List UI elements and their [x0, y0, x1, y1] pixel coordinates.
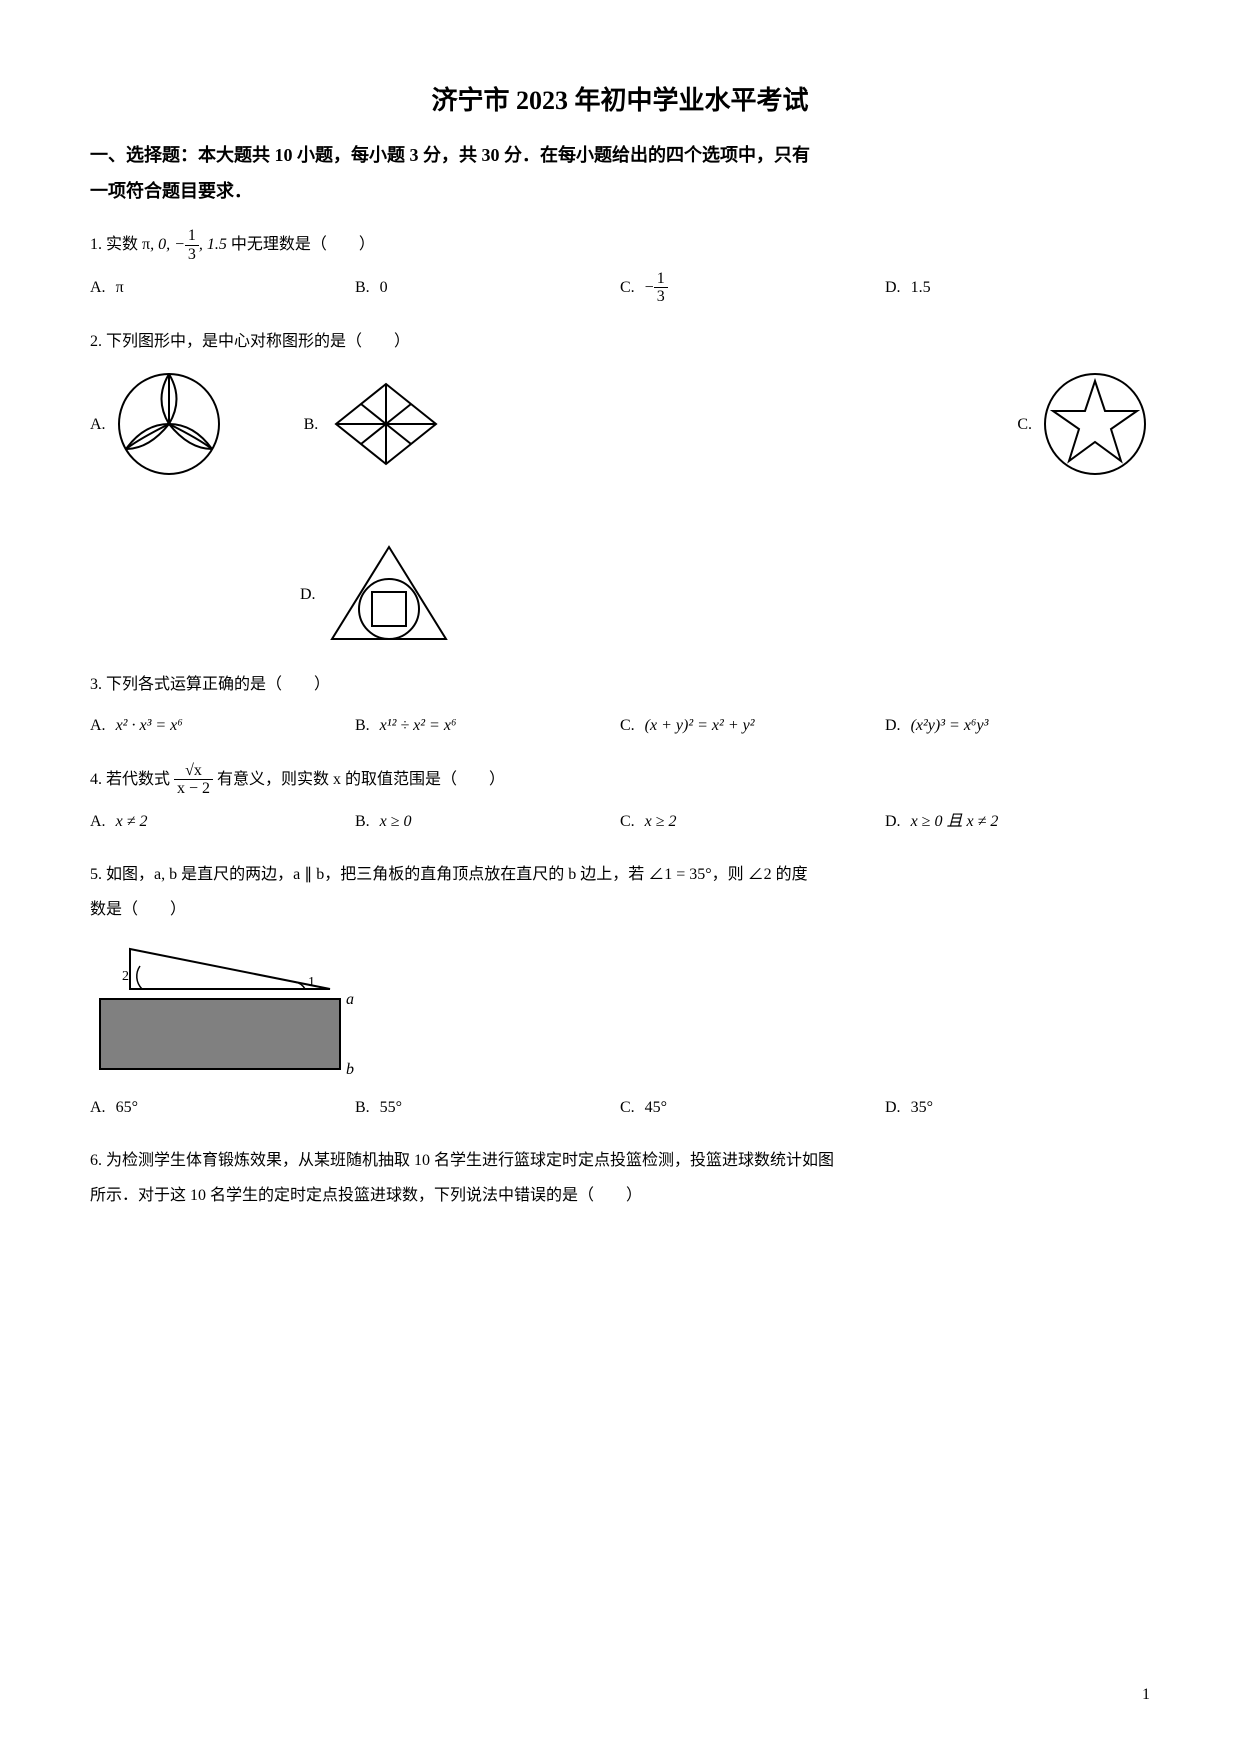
- q1-opt-d: D. 1.5: [885, 270, 1150, 306]
- question-6: 6. 为检测学生体育锻炼效果，从某班随机抽取 10 名学生进行篮球定时定点投篮检…: [90, 1143, 1150, 1213]
- page-number: 1: [1142, 1686, 1150, 1704]
- q4-suffix: 有意义，则实数 x 的取值范围是（ ）: [217, 771, 505, 788]
- question-3: 3. 下列各式运算正确的是（ ） A. x² · x³ = x⁶ B. x¹² …: [90, 667, 1150, 743]
- q1-opt-b: B. 0: [355, 270, 620, 306]
- question-4: 4. 若代数式 √xx − 2 有意义，则实数 x 的取值范围是（ ） A. x…: [90, 762, 1150, 840]
- q5-opt-a: A. 65°: [90, 1090, 355, 1125]
- q4-opt-b: B. x ≥ 0: [355, 804, 620, 839]
- q2-opt-a: A.: [90, 369, 224, 479]
- q3-opt-a: A. x² · x³ = x⁶: [90, 708, 355, 743]
- q5-line1: 5. 如图，a, b 是直尺的两边，a ∥ b，把三角板的直角顶点放在直尺的 b…: [90, 866, 808, 883]
- question-1: 1. 实数 π, 0, −13, 1.5 中无理数是（ ） A. π B. 0 …: [90, 227, 1150, 306]
- section-line1: 一、选择题：本大题共 10 小题，每小题 3 分，共 30 分．在每小题给出的四…: [90, 145, 810, 165]
- q2-opt-b: B.: [304, 374, 447, 474]
- page-title: 济宁市 2023 年初中学业水平考试: [90, 80, 1150, 117]
- q1-opt-c: C. −13: [620, 270, 885, 306]
- q2-figure-d: [324, 539, 454, 649]
- q5-angle-1: 1: [308, 975, 315, 990]
- q4-prefix: 4. 若代数式: [90, 771, 170, 788]
- q1-suffix: 中无理数是（ ）: [231, 236, 375, 253]
- question-2: 2. 下列图形中，是中心对称图形的是（ ） A. B.: [90, 324, 1150, 649]
- q5-figure: 1 2 a b: [90, 934, 1150, 1084]
- q2-figure-c: [1040, 369, 1150, 479]
- q3-opt-d: D. (x²y)³ = x⁶y³: [885, 708, 1150, 743]
- q3-opt-b: B. x¹² ÷ x² = x⁶: [355, 708, 620, 743]
- q1-prefix: 1. 实数: [90, 236, 138, 253]
- q1-opt-a: A. π: [90, 270, 355, 306]
- q5-label-a: a: [346, 991, 354, 1008]
- q5-angle-2: 2: [122, 969, 129, 984]
- q5-opt-d: D. 35°: [885, 1090, 1150, 1125]
- q2-text: 2. 下列图形中，是中心对称图形的是（ ）: [90, 324, 1150, 359]
- section-header: 一、选择题：本大题共 10 小题，每小题 3 分，共 30 分．在每小题给出的四…: [90, 137, 1150, 209]
- q6-line2: 所示．对于这 10 名学生的定时定点投篮进球数，下列说法中错误的是（ ）: [90, 1187, 642, 1204]
- q2-figure-b: [326, 374, 446, 474]
- q3-opt-c: C. (x + y)² = x² + y²: [620, 708, 885, 743]
- q4-opt-c: C. x ≥ 2: [620, 804, 885, 839]
- q2-opt-d: D.: [300, 539, 1150, 649]
- q5-label-b: b: [346, 1061, 354, 1078]
- question-5: 5. 如图，a, b 是直尺的两边，a ∥ b，把三角板的直角顶点放在直尺的 b…: [90, 857, 1150, 1125]
- q2-opt-c: C.: [1017, 369, 1150, 479]
- q6-line1: 6. 为检测学生体育锻炼效果，从某班随机抽取 10 名学生进行篮球定时定点投篮检…: [90, 1152, 834, 1169]
- q4-opt-a: A. x ≠ 2: [90, 804, 355, 839]
- section-line2: 一项符合题目要求．: [90, 181, 252, 201]
- q4-opt-d: D. x ≥ 0 且 x ≠ 2: [885, 804, 1150, 839]
- q5-line2: 数是（ ）: [90, 901, 186, 918]
- q5-opt-b: B. 55°: [355, 1090, 620, 1125]
- q2-figure-a: [114, 369, 224, 479]
- q5-opt-c: C. 45°: [620, 1090, 885, 1125]
- q1-expression: π, 0, −13, 1.5: [142, 227, 227, 263]
- q3-text: 3. 下列各式运算正确的是（ ）: [90, 667, 1150, 702]
